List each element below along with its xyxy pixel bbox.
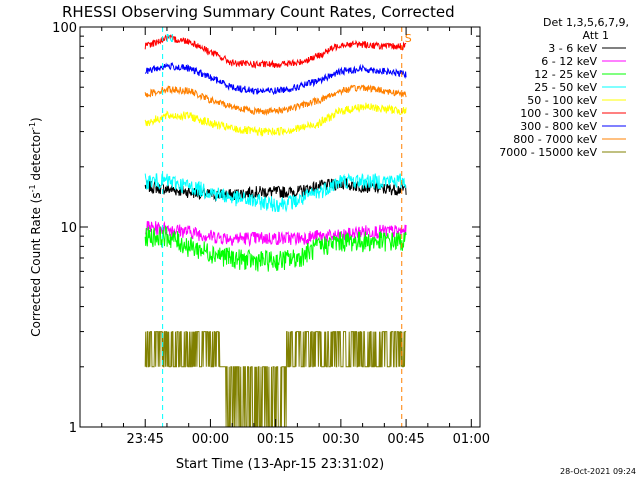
x-tick-label: 00:15 — [257, 432, 294, 447]
y-axis-label-middle: detector — [29, 130, 43, 185]
legend-label: 25 - 50 keV — [534, 81, 597, 94]
x-tick-label: 01:00 — [453, 432, 490, 447]
legend-label: 6 - 12 keV — [541, 55, 597, 68]
y-axis-label-main: Corrected Count Rate (s — [29, 192, 43, 336]
y-axis-label-exponent-1: -1 — [28, 184, 37, 192]
y-axis-label-exponent-2: -1 — [28, 122, 37, 130]
x-axis-label: Start Time (13-Apr-15 23:31:02) — [176, 457, 384, 472]
y-axis-label: Corrected Count Rate (s-1 detector-1) — [28, 117, 43, 336]
plot-frame — [79, 26, 481, 428]
series-line — [144, 177, 407, 203]
series-line — [144, 331, 407, 427]
marker-label: S — [405, 32, 412, 45]
series-line — [144, 34, 407, 69]
series-line — [144, 224, 407, 272]
legend-label: 12 - 25 keV — [534, 68, 597, 81]
x-tick-label: 23:45 — [126, 432, 163, 447]
series-line — [144, 172, 407, 213]
legend-header-1: Det 1,3,5,6,7,9, — [543, 16, 629, 29]
legend-label: 300 - 800 keV — [520, 120, 597, 133]
series-line — [144, 102, 407, 137]
marker-label: N — [166, 32, 174, 45]
x-tick-label: 00:00 — [192, 432, 229, 447]
x-tick-label: 00:45 — [387, 432, 424, 447]
y-tick-label: 1 — [69, 421, 77, 436]
legend-header-2: Att 1 — [583, 29, 609, 42]
series-line — [144, 61, 407, 96]
legend-label: 100 - 300 keV — [520, 107, 597, 120]
legend-label: 7000 - 15000 keV — [499, 146, 597, 159]
footer-date: 28-Oct-2021 09:24 — [560, 467, 636, 476]
y-tick-label: 10 — [60, 221, 77, 236]
legend-label: 3 - 6 keV — [548, 42, 597, 55]
y-tick-label: 100 — [52, 21, 77, 36]
series-line — [144, 220, 407, 248]
legend-label: 50 - 100 keV — [527, 94, 597, 107]
y-axis-label-end: ) — [29, 117, 43, 122]
x-tick-label: 00:30 — [322, 432, 359, 447]
series-line — [144, 84, 407, 117]
legend-label: 800 - 7000 keV — [513, 133, 597, 146]
chart-title: RHESSI Observing Summary Count Rates, Co… — [62, 3, 455, 21]
